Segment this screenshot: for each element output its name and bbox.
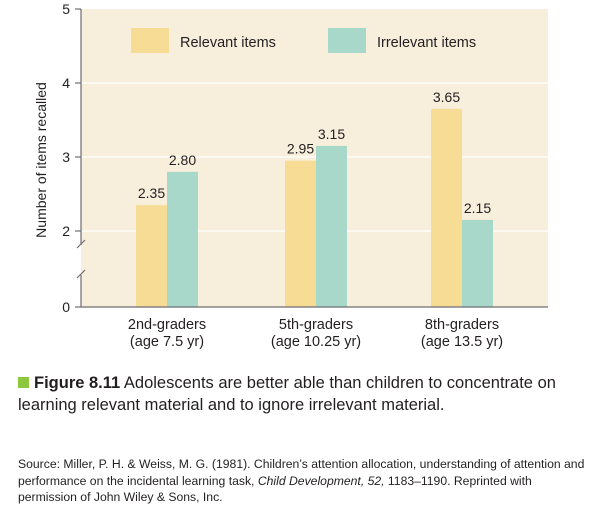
axes <box>76 9 548 308</box>
bar <box>167 171 198 307</box>
figure-caption: Figure 8.11 Adolescents are better able … <box>18 372 593 416</box>
bar <box>462 219 493 307</box>
source-suffix: 1183–1190. Reprinted with permission of … <box>18 473 532 505</box>
y-tick-label: 0 <box>62 299 70 315</box>
x-tick-labels: 2nd-graders(age 7.5 yr)5th-graders(age 1… <box>128 317 503 350</box>
bar-value-label: 2.95 <box>287 141 314 157</box>
bar-value-label: 3.15 <box>318 126 345 142</box>
bar-value-labels: 2.35 2.95 3.65 2.80 3.15 2.15 <box>138 89 491 216</box>
legend: Relevant items Irrelevant items <box>131 28 476 53</box>
y-tick-labels: 0 2 3 4 5 <box>62 1 81 315</box>
bar <box>316 145 347 307</box>
legend-swatch <box>131 28 169 53</box>
legend-label: Irrelevant items <box>377 35 476 51</box>
caption-text: Adolescents are better able than childre… <box>18 374 556 414</box>
source-journal: Child Development, 52, <box>257 473 385 488</box>
figure-marker-icon <box>18 377 29 388</box>
x-tick-label: (age 10.25 yr) <box>271 334 361 350</box>
axis-break-mark <box>76 269 86 279</box>
y-tick-label: 4 <box>62 75 70 91</box>
figure-label: Figure 8.11 <box>34 374 121 392</box>
legend-swatch <box>328 28 366 53</box>
y-tick-label: 3 <box>62 149 70 165</box>
x-tick-label: (age 13.5 yr) <box>421 334 503 350</box>
x-tick-label: 5th-graders <box>279 317 353 333</box>
y-tick-label: 5 <box>62 1 70 17</box>
bars <box>136 108 493 308</box>
bar <box>136 205 167 307</box>
bar-value-label: 2.80 <box>169 152 196 168</box>
legend-label: Relevant items <box>180 35 276 51</box>
y-tick-label: 2 <box>62 223 70 239</box>
bar <box>431 108 462 308</box>
bar-value-label: 2.15 <box>464 200 491 216</box>
bar-value-label: 2.35 <box>138 185 165 201</box>
bar-chart: 2.35 2.95 3.65 2.80 3.15 2.15 0 2 3 4 5 2nd-grade… <box>33 1 548 350</box>
y-axis-label: Number of items recalled <box>33 82 49 238</box>
bar <box>285 160 316 307</box>
source-citation: Source: Miller, P. H. & Weiss, M. G. (19… <box>18 456 593 506</box>
x-tick-label: 2nd-graders <box>128 317 206 333</box>
bar-value-label: 3.65 <box>433 89 460 105</box>
source-prefix: Source: Miller, P. H. & Weiss, M. G. (19… <box>18 457 585 488</box>
x-tick-label: (age 7.5 yr) <box>130 334 204 350</box>
axis-break-mark <box>76 239 86 249</box>
x-tick-label: 8th-graders <box>425 317 499 333</box>
